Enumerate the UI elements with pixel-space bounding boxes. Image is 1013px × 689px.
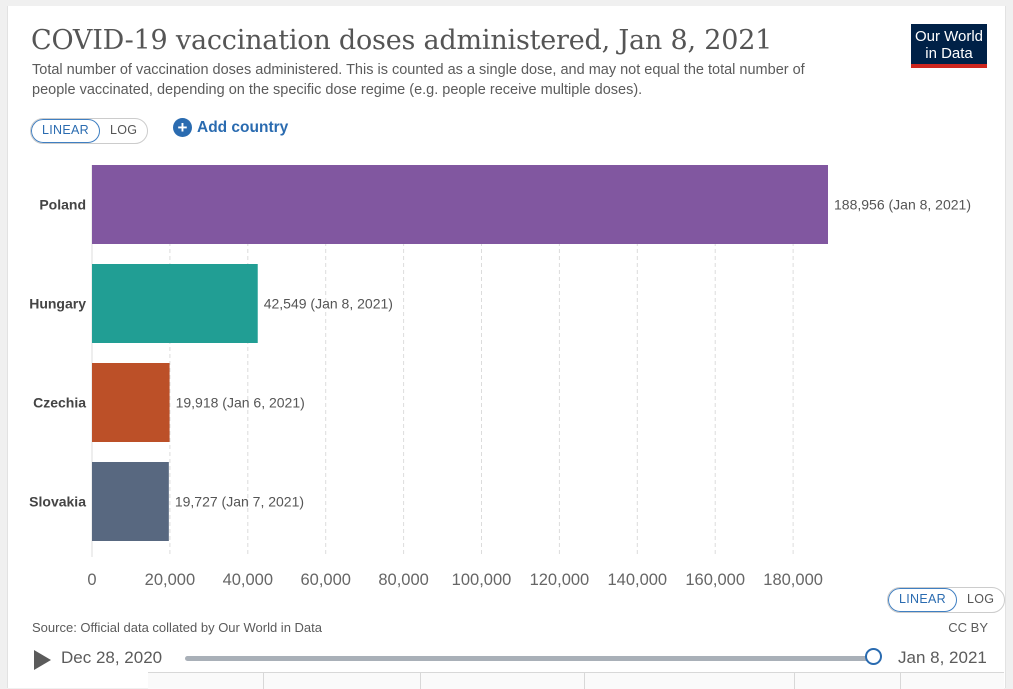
play-icon[interactable] [34, 650, 51, 670]
logo-line-2: in Data [925, 45, 973, 62]
value-label: 19,918 (Jan 6, 2021) [176, 395, 305, 411]
value-label: 42,549 (Jan 8, 2021) [264, 296, 393, 312]
license-link[interactable]: CC BY [948, 620, 988, 635]
bar [92, 462, 169, 541]
tab-strip [148, 672, 1004, 689]
timeline-track[interactable] [185, 656, 875, 661]
owid-logo[interactable]: Our World in Data [911, 24, 987, 68]
category-label: Hungary [29, 296, 86, 312]
x-tick-label: 100,000 [452, 571, 512, 589]
tab-divider [420, 673, 421, 689]
category-label: Czechia [33, 395, 86, 411]
category-label: Poland [39, 197, 86, 213]
x-tick-label: 120,000 [530, 571, 590, 589]
scale-toggle-top: LINEAR LOG [30, 118, 149, 144]
bar [92, 363, 170, 442]
bar [92, 264, 258, 343]
tab-divider [900, 673, 901, 689]
value-label: 19,727 (Jan 7, 2021) [175, 494, 304, 510]
tab-divider [794, 673, 795, 689]
log-button[interactable]: LOG [109, 123, 138, 137]
x-tick-label: 160,000 [685, 571, 745, 589]
timeline-handle[interactable] [865, 648, 882, 665]
timeline: Dec 28, 2020 Jan 8, 2021 [8, 642, 1005, 682]
x-log-button[interactable]: LOG [966, 592, 995, 606]
scale-toggle-bottom: LINEAR LOG [887, 587, 1006, 613]
x-tick-label: 60,000 [300, 571, 350, 589]
add-country-label: Add country [197, 118, 289, 136]
tab-divider [263, 673, 264, 689]
chart-card: COVID-19 vaccination doses administered,… [7, 6, 1006, 688]
x-tick-label: 20,000 [145, 571, 195, 589]
timeline-start-date: Dec 28, 2020 [61, 648, 163, 667]
x-tick-label: 140,000 [607, 571, 667, 589]
linear-button[interactable]: LINEAR [31, 119, 100, 143]
timeline-end-date: Jan 8, 2021 [898, 648, 987, 667]
plus-circle-icon: + [173, 118, 192, 137]
x-tick-label: 40,000 [223, 571, 273, 589]
bar [92, 165, 828, 244]
logo-line-1: Our World [914, 28, 984, 45]
x-linear-button[interactable]: LINEAR [888, 588, 957, 612]
source-note[interactable]: Source: Official data collated by Our Wo… [32, 620, 322, 635]
x-tick-label: 80,000 [378, 571, 428, 589]
bar-chart: 0 20,000 40,000 60,000 80,000 100,000 120,000 1… [29, 165, 971, 589]
category-label: Slovakia [29, 494, 86, 510]
x-tick-label: 180,000 [763, 571, 823, 589]
add-country-button[interactable]: + Add country [173, 118, 288, 137]
value-label: 188,956 (Jan 8, 2021) [834, 197, 971, 213]
x-tick-label: 0 [87, 571, 96, 589]
chart-subtitle: Total number of vaccination doses admini… [32, 62, 805, 98]
chart-title: COVID-19 vaccination doses administered,… [31, 25, 773, 56]
tab-divider [584, 673, 585, 689]
